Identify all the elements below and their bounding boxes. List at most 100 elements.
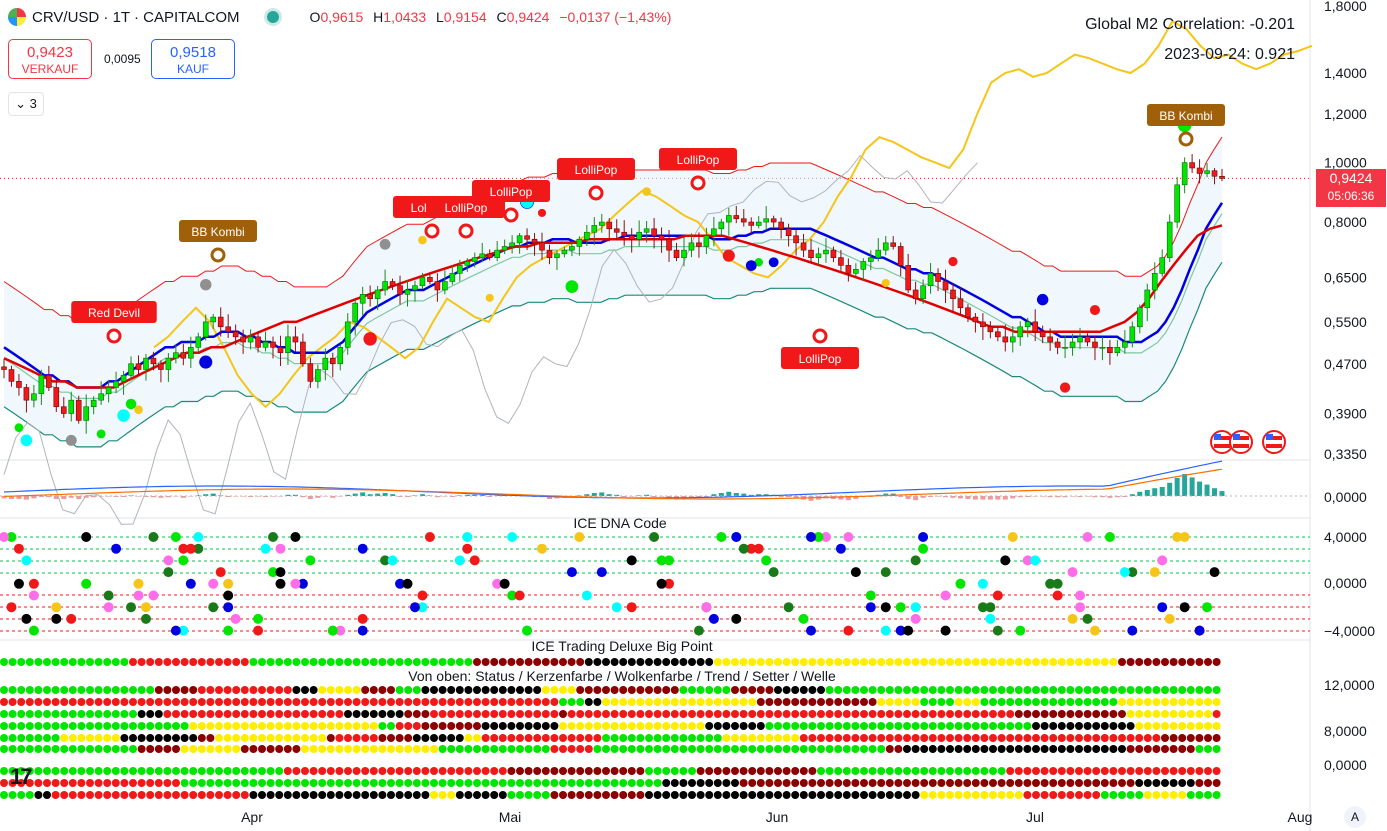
deluxe-dot	[696, 658, 705, 666]
deluxe-dot	[1066, 710, 1075, 718]
deluxe-dot	[464, 722, 473, 730]
deluxe-dot	[154, 745, 163, 753]
deluxe-dot	[756, 745, 765, 753]
deluxe-dot	[146, 722, 155, 730]
signal-label-box	[71, 301, 157, 323]
dna-dot	[417, 602, 428, 613]
deluxe-dot	[1126, 791, 1135, 799]
signal-dot	[117, 409, 130, 422]
macd-bar	[1122, 496, 1128, 497]
deluxe-dot	[215, 745, 223, 753]
indicator-toggle-button[interactable]: ⌄ 3	[8, 92, 44, 116]
deluxe-dot	[507, 686, 516, 694]
deluxe-dot	[318, 767, 327, 775]
deluxe-dot	[946, 710, 954, 718]
dna-dot	[1007, 532, 1018, 542]
deluxe-dot	[516, 710, 524, 718]
deluxe-dot	[1118, 710, 1126, 718]
deluxe-dot	[791, 791, 800, 799]
deluxe-dot	[1006, 791, 1015, 799]
candle-body	[591, 225, 598, 233]
deluxe-dot	[688, 734, 696, 742]
deluxe-dot	[154, 791, 163, 799]
candle-body	[1174, 184, 1180, 223]
deluxe-dot	[928, 710, 937, 718]
candle-body	[501, 246, 508, 251]
deluxe-dot	[146, 791, 155, 799]
signal-marker	[458, 223, 474, 239]
dna-dot	[13, 543, 24, 554]
deluxe-dot	[911, 791, 920, 799]
signal-marker	[1178, 131, 1194, 147]
symbol-title[interactable]: CRV/USD · 1T · CAPITALCOM	[32, 8, 240, 26]
deluxe-dot	[877, 779, 886, 787]
deluxe-dot	[232, 779, 241, 787]
deluxe-dot	[705, 710, 714, 718]
deluxe-dot	[679, 686, 688, 694]
deluxe-dot	[860, 791, 868, 799]
deluxe-dot	[524, 745, 533, 753]
dna-dot	[738, 543, 749, 554]
deluxe-dot	[679, 698, 688, 706]
candle-body	[8, 369, 15, 382]
deluxe-dot	[722, 722, 731, 730]
price-tick-label: 0,3900	[1324, 405, 1367, 421]
deluxe-dot	[679, 734, 688, 742]
deluxe-dot	[51, 791, 60, 799]
buy-button[interactable]: 0,9518 KAUF	[151, 39, 235, 79]
sell-button[interactable]: 0,9423 VERKAUF	[8, 39, 92, 79]
deluxe-dot	[51, 658, 60, 666]
deluxe-dot	[206, 658, 215, 666]
deluxe-dot	[1057, 767, 1066, 775]
auto-scale-button[interactable]: A	[1344, 806, 1366, 828]
deluxe-dot	[464, 767, 473, 775]
macd-bar	[300, 496, 306, 498]
deluxe-dot	[825, 722, 834, 730]
deluxe-dot	[369, 779, 378, 787]
deluxe-dot	[567, 767, 576, 775]
candle-body	[270, 341, 276, 348]
candle-body	[950, 289, 956, 300]
deluxe-dot	[756, 686, 765, 694]
dna-dot	[865, 602, 876, 613]
deluxe-dot	[963, 745, 972, 753]
deluxe-dot	[240, 722, 249, 730]
deluxe-dot	[404, 686, 413, 694]
deluxe-dot	[688, 779, 696, 787]
deluxe-dot	[739, 767, 748, 775]
deluxe-dot	[584, 767, 593, 775]
candle-body	[980, 321, 986, 328]
deluxe-dot	[980, 734, 989, 742]
deluxe-dot	[636, 734, 645, 742]
deluxe-dot	[645, 767, 653, 775]
deluxe-dot	[584, 686, 593, 694]
dna-dot	[103, 602, 114, 613]
deluxe-dot	[137, 767, 146, 775]
macd-bar	[494, 495, 500, 496]
tradingview-logo[interactable]: 17	[10, 764, 33, 789]
deluxe-dot	[842, 779, 851, 787]
macd-bar	[756, 494, 762, 496]
deluxe-dot	[541, 767, 550, 775]
deluxe-dot	[438, 779, 447, 787]
deluxe-dot	[971, 722, 980, 730]
deluxe-dot	[137, 658, 146, 666]
macd-bar	[1219, 491, 1225, 496]
deluxe-dot	[997, 722, 1006, 730]
macd-bar	[1174, 478, 1180, 496]
deluxe-dot	[206, 698, 215, 706]
deluxe-dot	[335, 722, 344, 730]
deluxe-dot	[971, 658, 980, 666]
dna-dot	[566, 567, 577, 578]
deluxe-dot	[455, 779, 464, 787]
deluxe-dot	[344, 734, 352, 742]
macd-bar	[651, 496, 657, 497]
deluxe-dot	[885, 779, 894, 787]
deluxe-dot	[68, 658, 77, 666]
deluxe-dot	[206, 767, 215, 775]
ohlc-change: −0,0137 (−1,43%)	[559, 9, 672, 25]
deluxe-dot	[989, 722, 997, 730]
signal-label-text: LolliPop	[677, 153, 720, 167]
deluxe-dot	[498, 767, 507, 775]
